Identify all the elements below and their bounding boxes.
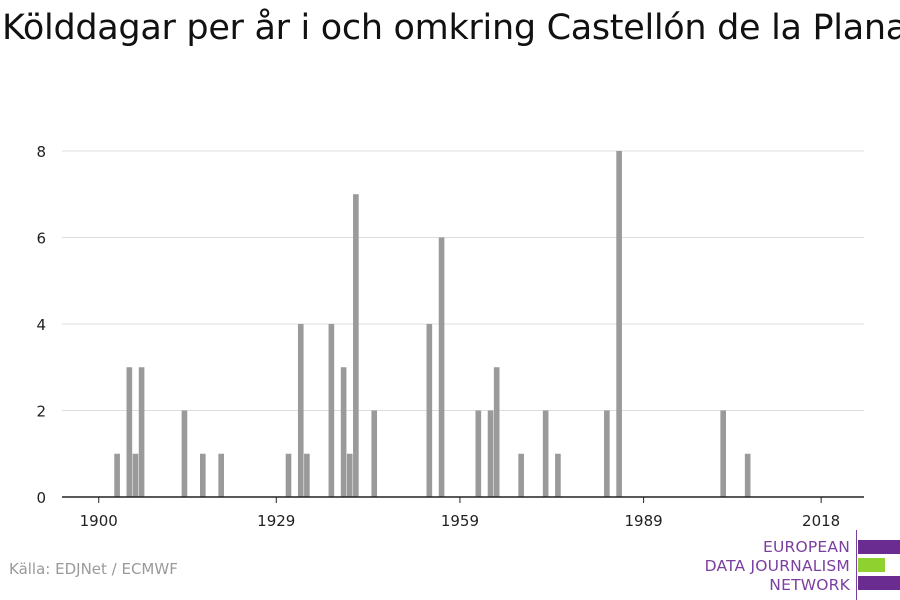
chart-title: Kölddagar per år i och omkring Castellón… (2, 8, 900, 48)
logo-bar-top (858, 540, 900, 554)
bar-2002[interactable] (720, 410, 727, 497)
bar-1942[interactable] (353, 194, 359, 498)
bar-1975[interactable] (555, 453, 561, 497)
source-label: Källa: EDJNet / ECMWF (9, 560, 178, 578)
bar-1964[interactable] (487, 410, 494, 497)
bar-1920[interactable] (218, 453, 224, 497)
bar-1940[interactable] (340, 367, 347, 497)
bar-2006[interactable] (744, 453, 751, 497)
bar-1983[interactable] (604, 410, 610, 497)
edjnet-logo[interactable]: EUROPEAN DATA JOURNALISM NETWORK (700, 530, 900, 600)
bar-1945[interactable] (371, 410, 378, 497)
bar-1973[interactable] (542, 410, 549, 497)
bar-1934[interactable] (304, 453, 310, 497)
bar-1954[interactable] (426, 323, 433, 497)
gridlines (62, 150, 864, 411)
bar-1905[interactable] (126, 367, 133, 497)
bar-1914[interactable] (181, 410, 188, 497)
logo-bar-bottom (858, 576, 900, 590)
y-tick-label: 6 (36, 229, 46, 247)
bar-1956[interactable] (438, 237, 445, 497)
logo-bar-middle (858, 558, 885, 572)
logo-line-2: DATA JOURNALISM (704, 557, 850, 575)
x-tick-label: 1900 (80, 512, 118, 530)
logo-text: EUROPEAN DATA JOURNALISM NETWORK (705, 538, 850, 595)
y-tick-label: 0 (36, 489, 46, 507)
bar-1985[interactable] (616, 150, 622, 497)
logo-line-3: NETWORK (769, 576, 850, 594)
bars (114, 150, 751, 498)
y-tick-label: 8 (36, 143, 46, 161)
y-tick-label: 4 (36, 316, 46, 334)
bar-1965[interactable] (493, 367, 500, 497)
bar-1906[interactable] (132, 453, 139, 497)
axis-ticks: 0 2 4 6 8 1900 1929 1959 1989 2018 (36, 143, 840, 530)
bar-1941[interactable] (346, 453, 353, 497)
bar-1969[interactable] (518, 453, 524, 497)
bar-1903[interactable] (114, 453, 120, 497)
bar-1938[interactable] (328, 323, 335, 497)
bar-1933[interactable] (297, 323, 304, 497)
bar-1917[interactable] (199, 453, 206, 497)
bar-1907[interactable] (138, 367, 145, 497)
bar-1962[interactable] (475, 410, 482, 497)
logo-divider (856, 530, 857, 600)
x-tick-label: 1929 (257, 512, 295, 530)
x-tick-label: 1989 (625, 512, 663, 530)
bar-1931[interactable] (285, 453, 292, 497)
logo-line-1: EUROPEAN (762, 538, 850, 556)
x-tick-label: 1959 (441, 512, 479, 530)
x-tick-label: 2018 (802, 512, 840, 530)
y-tick-label: 2 (36, 402, 46, 420)
